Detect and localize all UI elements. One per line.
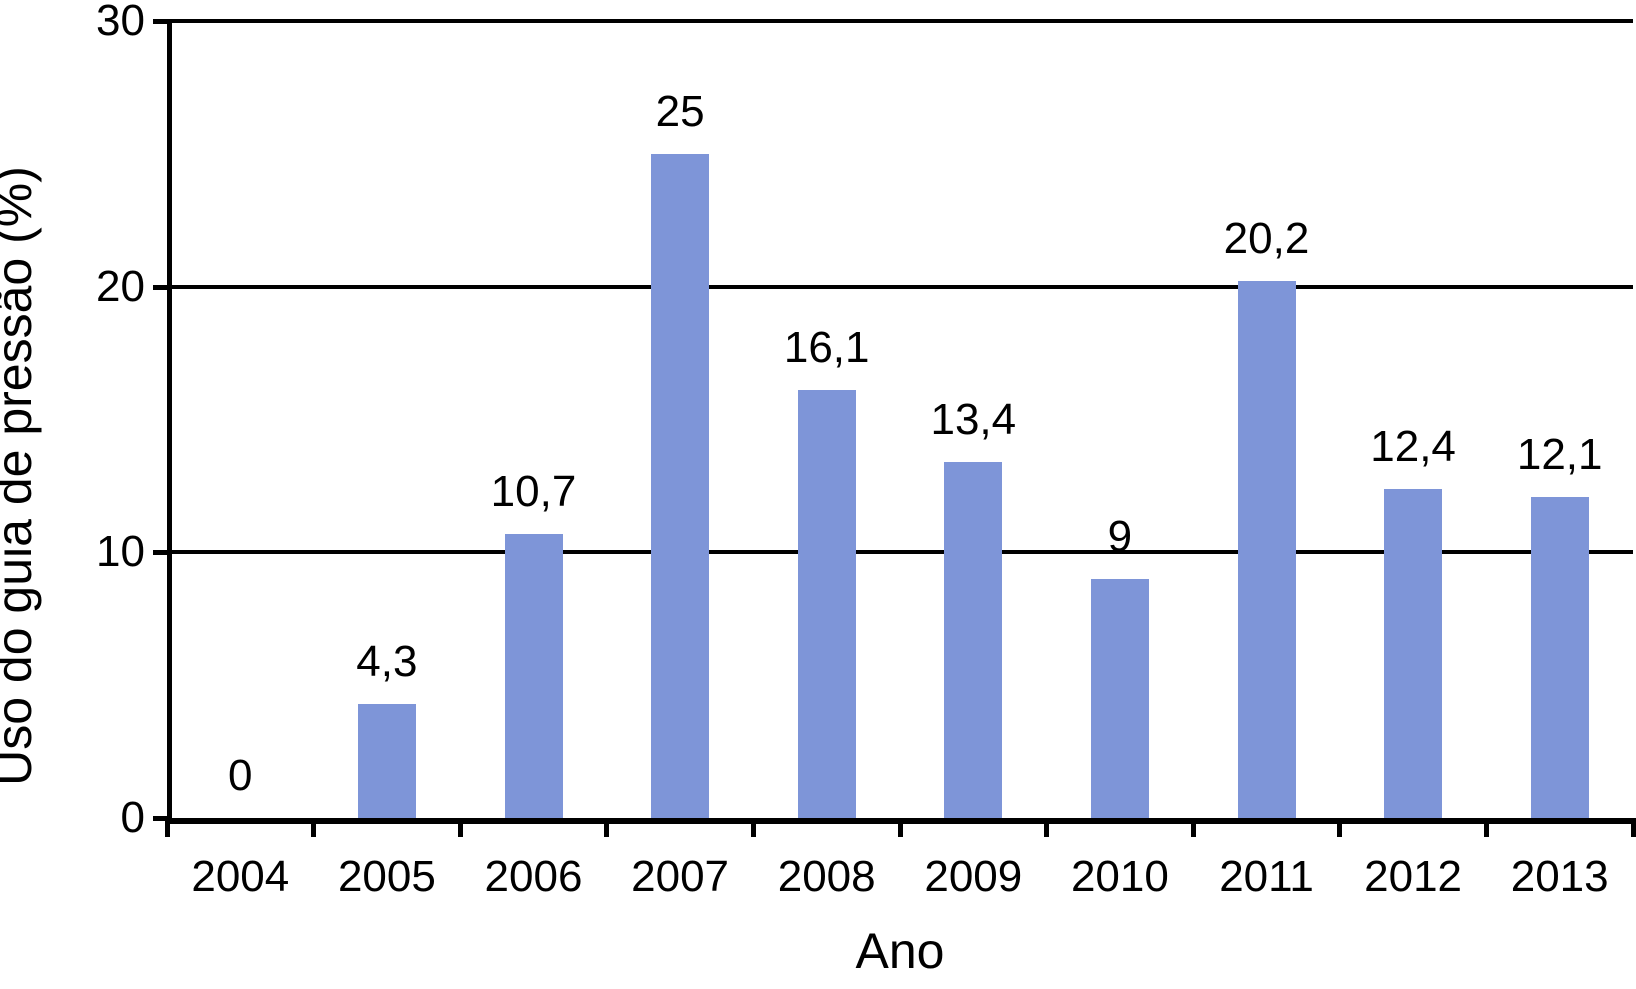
bar-2013[interactable] xyxy=(1530,496,1589,818)
gridline-30 xyxy=(167,19,1633,23)
y-axis-tick-label-20: 20 xyxy=(96,261,145,311)
bar-2009[interactable] xyxy=(944,462,1003,818)
y-axis-tick-10 xyxy=(153,550,167,556)
bar-2007[interactable] xyxy=(651,153,710,818)
bar-2008[interactable] xyxy=(797,390,856,818)
bar-2010[interactable] xyxy=(1090,578,1149,818)
bar-2006[interactable] xyxy=(504,533,563,818)
x-axis-tick-6 xyxy=(1044,818,1050,837)
y-axis-tick-label-10: 10 xyxy=(96,527,145,577)
x-axis-tick-4 xyxy=(750,818,756,837)
x-axis-tick-9 xyxy=(1483,818,1489,837)
x-category-label-2013: 2013 xyxy=(1510,852,1609,901)
x-category-label-2005: 2005 xyxy=(337,852,436,901)
x-axis-tick-3 xyxy=(604,818,610,837)
x-category-label-2008: 2008 xyxy=(777,852,876,901)
bar-value-label-2006: 10,7 xyxy=(490,466,577,516)
x-category-label-2004: 2004 xyxy=(191,852,290,901)
bar-2011[interactable] xyxy=(1237,281,1296,818)
x-axis-title: Ano xyxy=(855,923,945,979)
y-axis-tick-label-30: 30 xyxy=(96,0,145,45)
x-category-label-2012: 2012 xyxy=(1364,852,1463,901)
y-axis-tick-label-0: 0 xyxy=(120,793,145,842)
x-axis-tick-7 xyxy=(1190,818,1196,837)
x-category-label-2010: 2010 xyxy=(1070,852,1169,901)
y-axis-tick-0 xyxy=(153,816,167,821)
x-axis-tick-0 xyxy=(164,818,170,837)
x-category-label-2006: 2006 xyxy=(484,852,583,901)
bar-value-label-2010: 9 xyxy=(1107,511,1133,561)
x-axis-tick-2 xyxy=(457,818,463,837)
bar-value-label-2007: 25 xyxy=(655,86,705,136)
y-axis-title: Uso do guia de pressão (%) xyxy=(0,166,42,786)
bar-value-label-2013: 12,1 xyxy=(1516,429,1603,479)
bar-value-label-2005: 4,3 xyxy=(356,636,418,686)
bar-value-label-2004: 0 xyxy=(228,751,253,800)
bar-value-label-2008: 16,1 xyxy=(783,323,870,373)
x-category-label-2009: 2009 xyxy=(924,852,1023,901)
x-category-label-2011: 2011 xyxy=(1219,852,1314,901)
x-axis-tick-5 xyxy=(897,818,903,837)
bar-value-label-2009: 13,4 xyxy=(930,395,1017,445)
x-axis-tick-1 xyxy=(311,818,317,837)
gridline-10 xyxy=(167,550,1633,555)
y-axis-tick-20 xyxy=(153,284,167,290)
y-axis-tick-30 xyxy=(153,19,167,24)
bar-value-label-2012: 12,4 xyxy=(1370,421,1456,471)
bar-2012[interactable] xyxy=(1384,488,1443,818)
x-category-label-2007: 2007 xyxy=(631,852,730,901)
gridline-20 xyxy=(167,284,1633,289)
bar-value-label-2011: 20,2 xyxy=(1223,214,1310,264)
x-axis-tick-10 xyxy=(1630,818,1636,837)
y-axis-line xyxy=(167,21,172,823)
x-axis-tick-8 xyxy=(1337,818,1343,837)
bar-2005[interactable] xyxy=(357,703,416,818)
